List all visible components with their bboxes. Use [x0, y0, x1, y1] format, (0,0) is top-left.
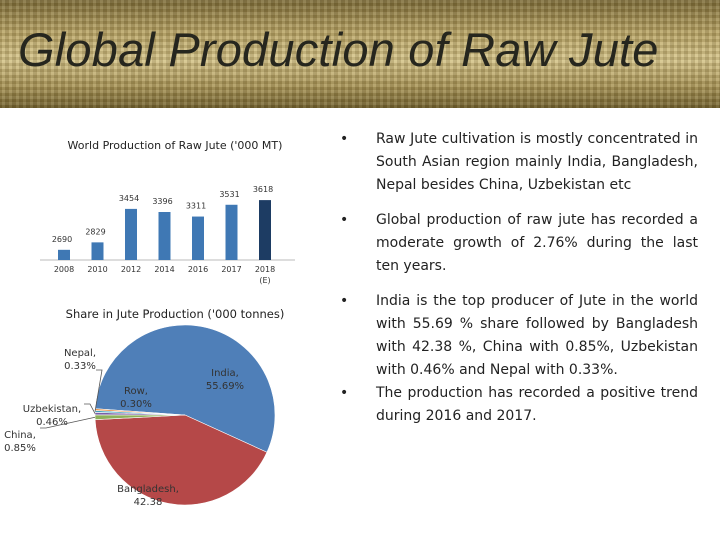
- pie-label: Uzbekistan,: [23, 404, 81, 415]
- bar-category-label: (E): [259, 276, 270, 285]
- pie-label: 0.30%: [120, 399, 152, 410]
- pie-chart: India, 55.69% Bangladesh, 42.38 China, 0.85% U…: [4, 324, 276, 508]
- pie-slice: [94, 414, 268, 506]
- pie-label: Bangladesh,: [117, 484, 179, 495]
- pie-label: 42.38: [134, 497, 163, 508]
- bullet-list: • Raw Jute cultivation is mostly concentr…: [340, 128, 698, 440]
- bar-category-label: 2008: [54, 265, 74, 274]
- pie-label: China,: [4, 430, 36, 441]
- bar-data-label: 3618: [253, 185, 273, 194]
- bullet-text: Global production of raw jute has record…: [376, 212, 698, 274]
- bar: [192, 216, 204, 260]
- pie-leader-line: [94, 369, 103, 412]
- pie-label: 0.33%: [64, 361, 96, 372]
- bullet-text: The production has recorded a positive t…: [376, 385, 698, 424]
- bullet-item: • Global production of raw jute has recor…: [340, 209, 698, 278]
- bullet-item: • India is the top producer of Jute in th…: [340, 290, 698, 382]
- pie-label: Row,: [124, 386, 148, 397]
- bullet-marker: •: [340, 212, 349, 228]
- bar-data-label: 3454: [119, 194, 139, 203]
- pie-label: 55.69%: [206, 381, 244, 392]
- pie-leader-line: [84, 403, 96, 414]
- bar-chart: 2690 2008 2829 2010 3454 2012 3396 2014 3311 2016…: [40, 185, 295, 285]
- bullet-marker: •: [340, 293, 349, 309]
- bar-data-label: 3311: [186, 202, 206, 211]
- bar-chart-title: World Production of Raw Jute ('000 MT): [67, 139, 283, 152]
- bar: [158, 212, 171, 260]
- bullet-item: • Raw Jute cultivation is mostly concentr…: [340, 128, 698, 197]
- bar-category-label: 2016: [188, 265, 208, 274]
- bullet-item: • The production has recorded a positive …: [340, 382, 698, 428]
- bar-category-label: 2014: [154, 265, 174, 274]
- bar-data-label: 3396: [152, 197, 172, 206]
- slide-title: Global Production of Raw Jute: [18, 23, 659, 76]
- bullet-marker: •: [340, 385, 349, 401]
- pie-chart-title: Share in Jute Production ('000 tonnes): [65, 307, 285, 321]
- bar-category-label: 2018: [255, 265, 275, 274]
- pie-label: India,: [211, 368, 239, 379]
- bar-data-label: 3531: [219, 190, 239, 199]
- pie-label: 0.85%: [4, 443, 36, 454]
- pie-label: Nepal,: [64, 348, 96, 359]
- bar: [58, 249, 70, 260]
- bar-data-label: 2829: [85, 227, 105, 236]
- bar: [259, 200, 271, 260]
- bar-data-label: 2690: [52, 235, 72, 244]
- pie-slice: [94, 324, 276, 453]
- pie-label: 0.46%: [36, 417, 68, 428]
- bullet-text: Raw Jute cultivation is mostly concentra…: [376, 131, 698, 193]
- title-banner: Global Production of Raw Jute: [0, 0, 720, 108]
- bar-category-label: 2010: [87, 265, 107, 274]
- pie-leader-line: [40, 416, 96, 429]
- bar-category-label: 2012: [121, 265, 141, 274]
- bullet-marker: •: [340, 131, 349, 147]
- bar: [225, 204, 238, 260]
- bar: [91, 242, 104, 260]
- bar-category-label: 2017: [221, 265, 241, 274]
- bullet-text: India is the top producer of Jute in the…: [376, 293, 698, 378]
- bar: [125, 208, 137, 260]
